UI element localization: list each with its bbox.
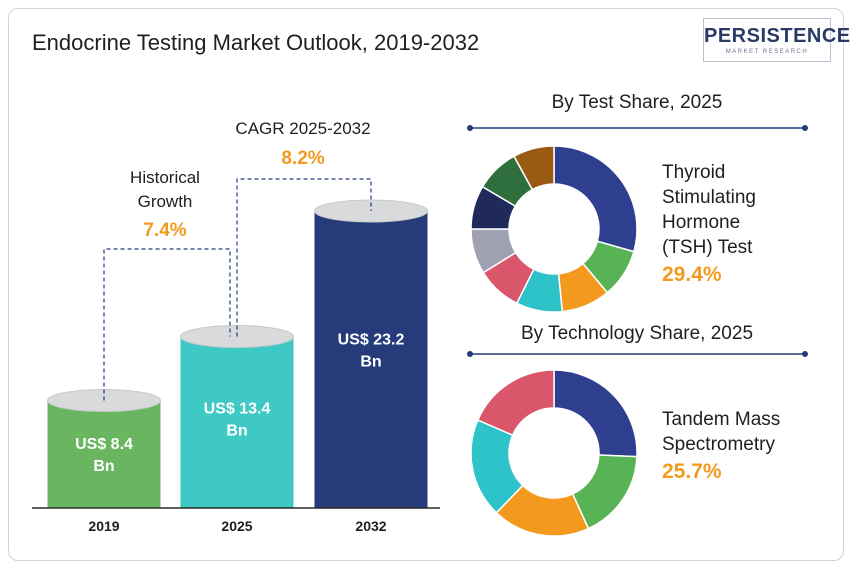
technology-share-title: By Technology Share, 2025	[521, 323, 753, 344]
test-share-highlight-label: Thyroid	[662, 162, 725, 183]
annotation-label: Historical	[130, 168, 200, 187]
technology-share-divider-dot	[802, 351, 808, 357]
test-share-title: By Test Share, 2025	[552, 92, 723, 113]
annotation-label: Growth	[138, 192, 193, 211]
x-tick-label: 2032	[355, 518, 386, 534]
logo-tagline: MARKET RESEARCH	[725, 49, 809, 55]
bar-value-label: US$ 13.4	[204, 401, 271, 418]
test-share-divider-dot	[802, 125, 808, 131]
technology-share-slice-4	[476, 369, 555, 437]
growth-connector-cagr	[236, 178, 372, 337]
test-share-slice-8	[512, 145, 555, 191]
test-share-divider-dot	[467, 125, 473, 131]
bar-value-label: US$ 23.2	[338, 332, 405, 349]
test-share-slice-0	[553, 145, 638, 253]
annotation-value: 8.2%	[281, 148, 324, 169]
technology-share-highlight-label: Spectrometry	[662, 434, 775, 455]
test-share-highlight-label: (TSH) Test	[662, 237, 753, 258]
bar-2025	[180, 336, 294, 508]
test-share-highlight-label: Hormone	[662, 212, 740, 233]
logo-wordmark: PERSISTENCE	[704, 25, 851, 47]
test-share-highlight-label: Stimulating	[662, 187, 756, 208]
test-share-highlight-value: 29.4%	[662, 263, 722, 286]
bar-value-label: US$ 8.4	[75, 436, 133, 453]
bar-2019	[47, 400, 161, 508]
bar-value-label: Bn	[93, 458, 114, 475]
bar-value-label: Bn	[226, 423, 247, 440]
x-tick-label: 2025	[221, 518, 252, 534]
page-title: Endocrine Testing Market Outlook, 2019-2…	[32, 30, 480, 55]
annotation-value: 7.4%	[143, 220, 186, 241]
technology-share-highlight-value: 25.7%	[662, 460, 722, 483]
bar-value-label: Bn	[360, 354, 381, 371]
brand-logo: PERSISTENCE MARKET RESEARCH	[703, 18, 851, 62]
bar-2032	[314, 211, 428, 509]
x-tick-label: 2019	[88, 518, 119, 534]
technology-share-slice-0	[553, 369, 638, 458]
technology-share-highlight-label: Tandem Mass	[662, 409, 780, 430]
annotation-label: CAGR 2025-2032	[235, 119, 370, 138]
technology-share-divider-dot	[467, 351, 473, 357]
